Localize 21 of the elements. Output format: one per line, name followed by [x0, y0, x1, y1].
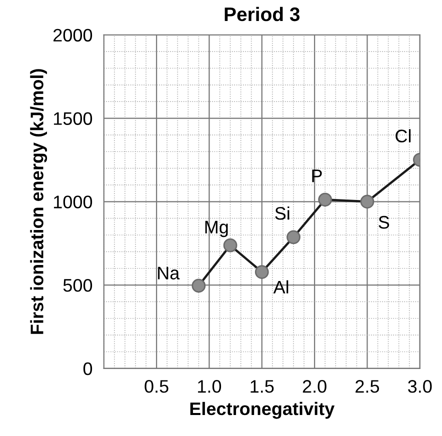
annotation: P [312, 170, 322, 182]
annotation: S [378, 216, 390, 229]
x-tick-label: 2.0 [302, 380, 326, 393]
annotation: Al [273, 280, 288, 294]
y-axis-title: First ionization energy (kJ/mol) [30, 69, 48, 334]
annotation: Cl [396, 129, 411, 142]
annotation: Na [158, 266, 180, 280]
annotation: Mg [205, 220, 228, 238]
x-axis-title: Electronegativity [190, 402, 335, 419]
x-tick-label: 1.0 [198, 380, 222, 393]
y-tick-label: 0 [83, 362, 92, 376]
annotation: Si [275, 206, 290, 220]
chart-title: Period 3 [224, 6, 300, 22]
y-tick-label: 500 [63, 278, 92, 292]
x-tick-label: 2.5 [356, 380, 380, 393]
x-tick-label: 1.5 [250, 380, 274, 393]
y-tick-label: 1000 [54, 196, 92, 208]
x-tick-label: 0.5 [144, 380, 168, 393]
y-tick-label: 1500 [54, 112, 92, 125]
x-tick-label: 3.0 [408, 380, 432, 393]
y-tick-label: 2000 [54, 28, 92, 42]
